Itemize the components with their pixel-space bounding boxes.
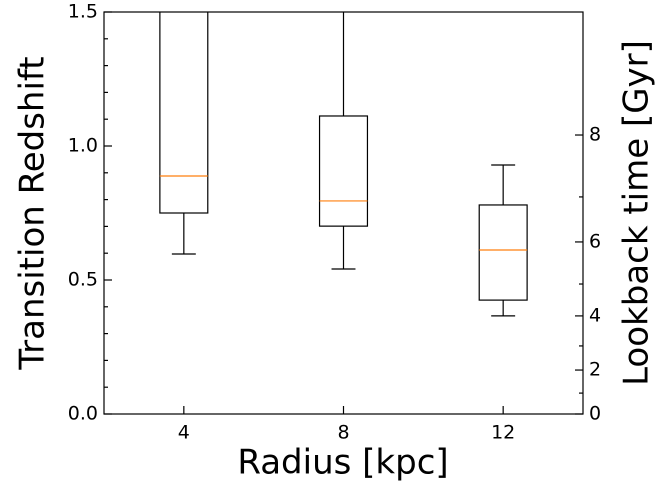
y-tick-label: 0.0 (68, 403, 98, 425)
box (478, 204, 528, 301)
y2-tick-label: 2 (589, 359, 601, 381)
y-tick-label: 1.0 (68, 135, 98, 157)
x-axis-label: Radius [kpc] (237, 443, 448, 483)
x-tick-label: 4 (178, 422, 190, 444)
box (159, 12, 209, 214)
y-tick-label: 1.5 (68, 1, 98, 23)
plot-area (159, 12, 528, 317)
y2-tick-label: 0 (589, 403, 601, 425)
y2-tick-label: 6 (589, 230, 601, 252)
y-tick-label: 0.5 (68, 269, 98, 291)
y2-axis-label: Lookback time [Gyr] (617, 40, 657, 386)
y2-tick-label: 8 (589, 124, 601, 146)
x-tick-label: 12 (491, 422, 515, 444)
box (318, 115, 369, 227)
x-tick-label: 8 (337, 422, 349, 444)
y2-tick-label: 4 (589, 304, 601, 326)
y-axis-label: Transition Redshift (13, 56, 53, 370)
